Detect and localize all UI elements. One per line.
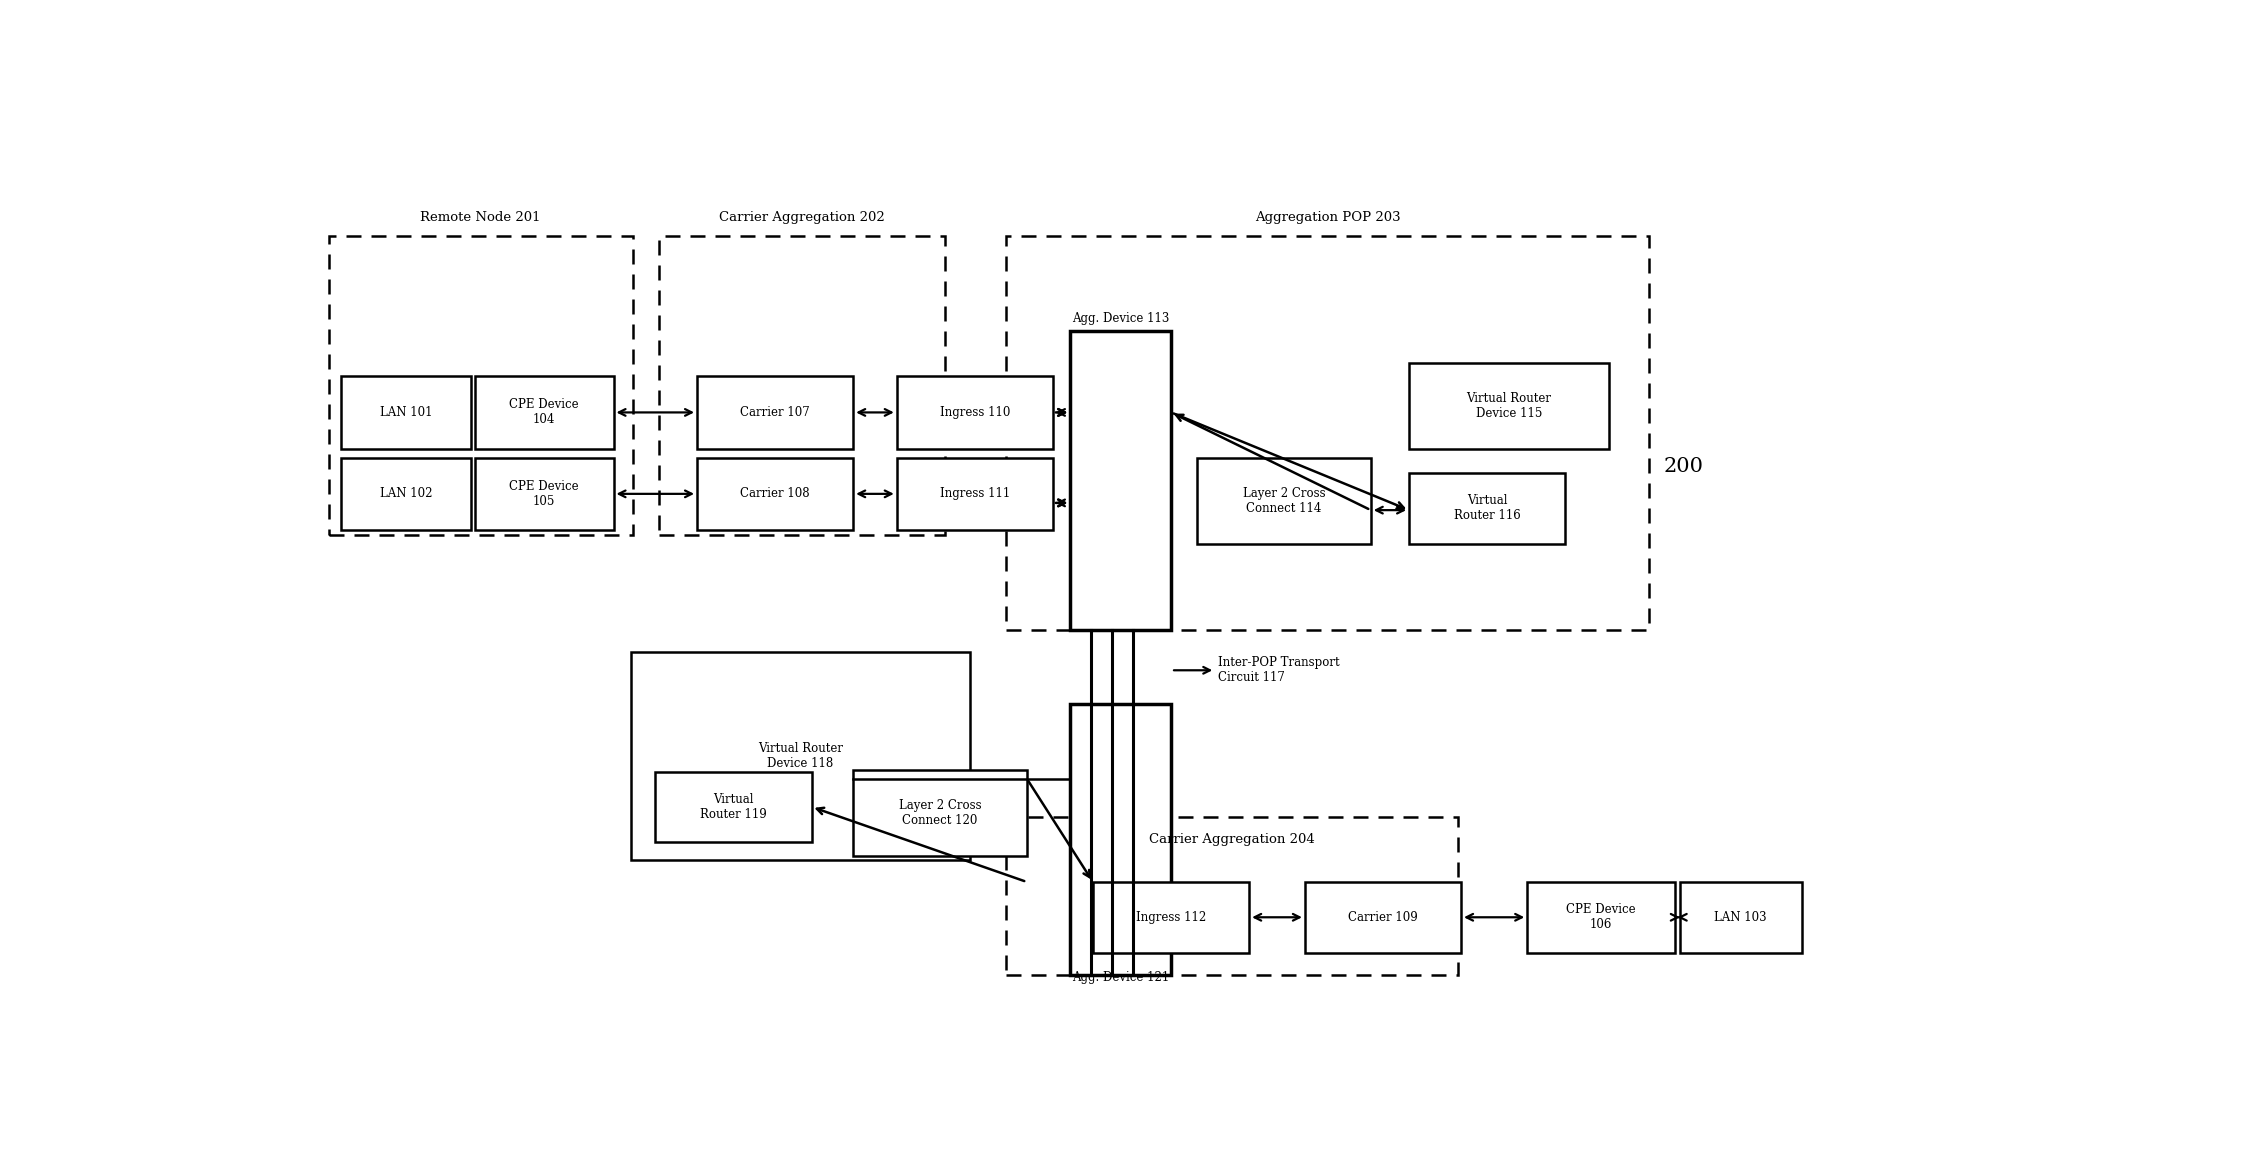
Bar: [1006, 236, 1649, 630]
Text: Carrier 109: Carrier 109: [1349, 911, 1419, 924]
Bar: [1304, 882, 1461, 953]
Text: CPE Device
105: CPE Device 105: [509, 479, 578, 508]
Text: Layer 2 Cross
Connect 114: Layer 2 Cross Connect 114: [1244, 486, 1324, 515]
Text: 200: 200: [1663, 457, 1703, 476]
Text: CPE Device
104: CPE Device 104: [509, 398, 578, 427]
Bar: [654, 772, 811, 842]
Bar: [1071, 331, 1172, 630]
Text: Carrier Aggregation 202: Carrier Aggregation 202: [719, 212, 885, 224]
Text: Aggregation POP 203: Aggregation POP 203: [1255, 212, 1401, 224]
Text: Virtual Router
Device 118: Virtual Router Device 118: [757, 743, 843, 771]
Bar: [1094, 882, 1248, 953]
Bar: [659, 236, 946, 535]
Text: Layer 2 Cross
Connect 120: Layer 2 Cross Connect 120: [899, 799, 982, 827]
Bar: [896, 458, 1053, 530]
Bar: [1197, 458, 1371, 544]
Text: Virtual
Router 119: Virtual Router 119: [699, 793, 766, 821]
Bar: [1410, 363, 1609, 449]
Bar: [475, 458, 614, 530]
Text: Agg. Device 113: Agg. Device 113: [1071, 311, 1170, 324]
Text: Carrier 108: Carrier 108: [740, 488, 809, 501]
Text: Carrier 107: Carrier 107: [740, 405, 809, 419]
Text: Inter-POP Transport
Circuit 117: Inter-POP Transport Circuit 117: [1174, 657, 1340, 684]
Bar: [854, 770, 1026, 855]
Bar: [1006, 817, 1457, 975]
Bar: [632, 652, 970, 860]
Text: Agg. Device 121: Agg. Device 121: [1071, 972, 1170, 985]
Bar: [475, 376, 614, 449]
Text: Ingress 112: Ingress 112: [1136, 911, 1206, 924]
Text: Ingress 111: Ingress 111: [939, 488, 1011, 501]
Text: CPE Device
106: CPE Device 106: [1566, 904, 1636, 932]
Text: Remote Node 201: Remote Node 201: [421, 212, 540, 224]
Bar: [341, 376, 471, 449]
Text: Carrier Aggregation 204: Carrier Aggregation 204: [1150, 833, 1315, 846]
Text: LAN 103: LAN 103: [1714, 911, 1768, 924]
Text: Virtual
Router 116: Virtual Router 116: [1454, 495, 1522, 523]
Bar: [341, 458, 471, 530]
Bar: [697, 458, 854, 530]
Bar: [1526, 882, 1674, 953]
Bar: [1681, 882, 1802, 953]
Text: LAN 101: LAN 101: [379, 405, 433, 419]
Bar: [1410, 474, 1564, 544]
Bar: [697, 376, 854, 449]
Bar: [329, 236, 632, 535]
Text: Ingress 110: Ingress 110: [939, 405, 1011, 419]
Text: Virtual Router
Device 115: Virtual Router Device 115: [1466, 391, 1551, 419]
Bar: [1071, 704, 1172, 975]
Text: LAN 102: LAN 102: [379, 488, 433, 501]
Bar: [896, 376, 1053, 449]
